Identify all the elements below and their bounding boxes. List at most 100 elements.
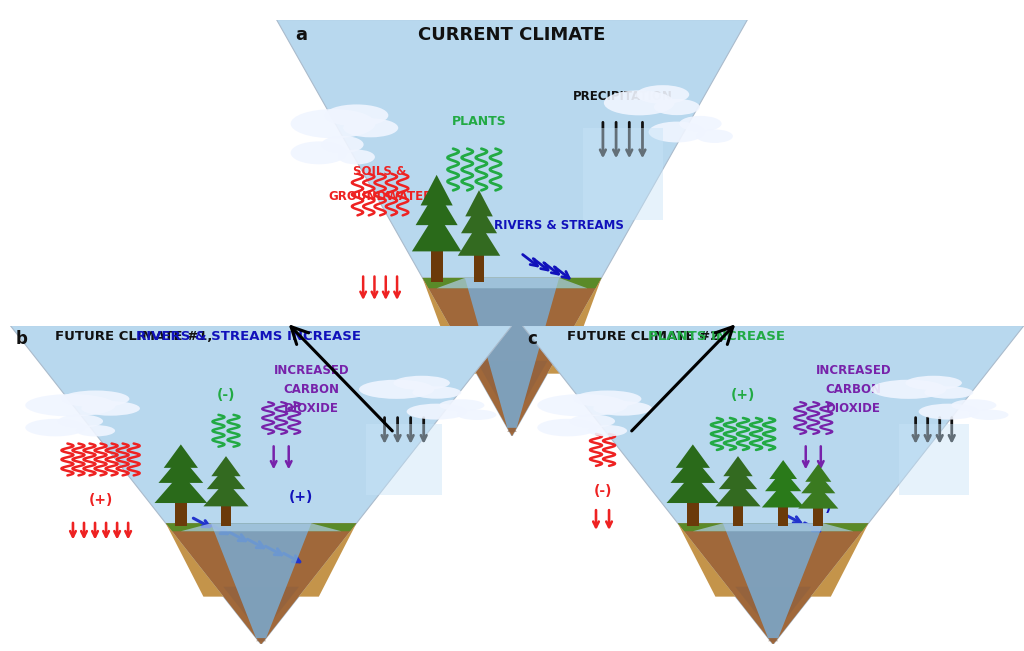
FancyBboxPatch shape	[583, 128, 663, 219]
Bar	[778, 502, 788, 527]
Bar	[686, 496, 699, 527]
Ellipse shape	[393, 376, 450, 390]
Ellipse shape	[338, 150, 375, 165]
Text: INCREASED: INCREASED	[815, 363, 891, 376]
Text: FUTURE CLIMATE #2,: FUTURE CLIMATE #2,	[567, 330, 729, 343]
Text: DIOXIDE: DIOXIDE	[826, 402, 881, 415]
Ellipse shape	[654, 99, 699, 115]
Ellipse shape	[322, 136, 364, 153]
Ellipse shape	[951, 399, 996, 411]
Text: CURRENT CLIMATE: CURRENT CLIMATE	[419, 26, 605, 44]
Ellipse shape	[919, 404, 979, 420]
Polygon shape	[762, 483, 805, 508]
Text: SOILS &: SOILS &	[353, 165, 407, 178]
FancyBboxPatch shape	[899, 424, 969, 495]
Polygon shape	[164, 445, 198, 468]
Ellipse shape	[573, 391, 641, 408]
Polygon shape	[723, 456, 753, 477]
Ellipse shape	[871, 380, 946, 399]
Polygon shape	[211, 523, 311, 638]
Ellipse shape	[648, 122, 706, 143]
Ellipse shape	[538, 419, 598, 436]
Text: (-): (-)	[217, 388, 236, 402]
Ellipse shape	[604, 90, 675, 115]
Ellipse shape	[81, 401, 140, 416]
Ellipse shape	[538, 394, 628, 417]
Polygon shape	[678, 523, 868, 644]
Polygon shape	[181, 523, 341, 531]
Text: (-): (-)	[593, 484, 611, 498]
Ellipse shape	[291, 141, 347, 164]
Ellipse shape	[61, 391, 129, 408]
Text: a: a	[295, 26, 307, 44]
Polygon shape	[719, 466, 757, 489]
Text: b: b	[15, 330, 27, 348]
Ellipse shape	[26, 394, 116, 417]
Ellipse shape	[696, 130, 733, 143]
Ellipse shape	[325, 104, 388, 126]
Ellipse shape	[58, 415, 103, 428]
Ellipse shape	[570, 415, 615, 428]
Polygon shape	[667, 473, 719, 503]
Polygon shape	[155, 473, 207, 503]
Polygon shape	[676, 445, 710, 468]
Text: CARBON: CARBON	[825, 383, 882, 396]
Polygon shape	[693, 523, 853, 531]
Polygon shape	[204, 480, 249, 506]
Ellipse shape	[359, 380, 434, 399]
Polygon shape	[678, 523, 735, 596]
Polygon shape	[465, 278, 559, 428]
FancyBboxPatch shape	[367, 424, 441, 495]
Polygon shape	[458, 222, 500, 256]
Bar	[813, 503, 823, 527]
Polygon shape	[805, 464, 831, 482]
Polygon shape	[769, 460, 797, 479]
Ellipse shape	[291, 109, 376, 138]
Ellipse shape	[905, 376, 962, 390]
Polygon shape	[716, 480, 761, 506]
Polygon shape	[416, 190, 458, 225]
Polygon shape	[436, 278, 588, 288]
Polygon shape	[412, 212, 462, 251]
Bar	[474, 248, 484, 282]
Polygon shape	[801, 473, 836, 493]
Polygon shape	[671, 456, 715, 483]
Polygon shape	[735, 587, 811, 641]
Polygon shape	[678, 523, 868, 531]
Text: CARBON: CARBON	[284, 383, 339, 396]
Polygon shape	[423, 278, 477, 374]
Ellipse shape	[343, 118, 398, 137]
Polygon shape	[223, 587, 299, 641]
Text: (-): (-)	[814, 500, 833, 514]
Ellipse shape	[458, 409, 497, 420]
Polygon shape	[299, 523, 356, 596]
Text: RIVERS & STREAMS INCREASE: RIVERS & STREAMS INCREASE	[136, 330, 361, 343]
Text: PLANTS: PLANTS	[452, 115, 507, 128]
Text: INCREASED: INCREASED	[273, 363, 349, 376]
Text: PRECIPITATION: PRECIPITATION	[572, 90, 673, 103]
Ellipse shape	[679, 116, 722, 132]
Text: RIVERS & STREAMS: RIVERS & STREAMS	[495, 219, 624, 232]
Ellipse shape	[593, 401, 652, 416]
Bar	[174, 496, 187, 527]
Polygon shape	[465, 190, 493, 216]
Bar	[732, 501, 743, 527]
Polygon shape	[207, 466, 245, 489]
Polygon shape	[166, 523, 223, 596]
Polygon shape	[765, 469, 802, 492]
Polygon shape	[166, 523, 356, 531]
Text: FUTURE CLIMATE #1,: FUTURE CLIMATE #1,	[55, 330, 217, 343]
Ellipse shape	[407, 404, 467, 420]
Polygon shape	[461, 203, 497, 233]
Polygon shape	[547, 278, 601, 374]
Text: (+): (+)	[289, 490, 313, 504]
Polygon shape	[423, 278, 601, 288]
Polygon shape	[166, 523, 356, 644]
Ellipse shape	[970, 409, 1009, 420]
Ellipse shape	[413, 386, 461, 398]
Text: c: c	[527, 330, 538, 348]
Polygon shape	[276, 20, 748, 436]
Ellipse shape	[925, 386, 973, 398]
Text: PLANTS INCREASE: PLANTS INCREASE	[648, 330, 785, 343]
Text: GROUNDWATER: GROUNDWATER	[328, 190, 432, 203]
